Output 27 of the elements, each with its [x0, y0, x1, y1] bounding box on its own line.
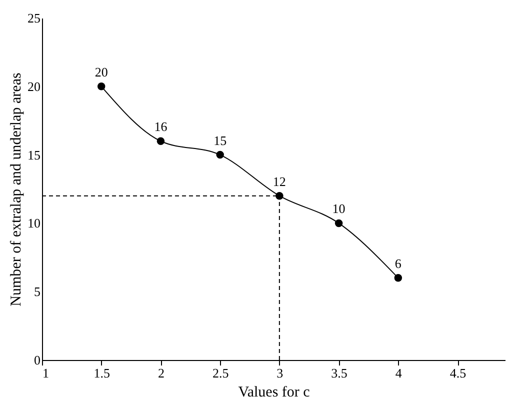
data-label: 15	[214, 132, 227, 148]
data-label: 6	[394, 256, 402, 271]
point	[334, 219, 343, 228]
x-tick-label: 1	[42, 366, 49, 380]
y-tick-label: 0	[34, 352, 40, 368]
x-tick-label: 4	[395, 366, 402, 380]
point	[97, 82, 106, 90]
x-axis-title: Values for c	[238, 384, 310, 400]
point	[156, 137, 165, 145]
x-tick-label: 1.5	[94, 366, 110, 380]
x-tick-label: 3.5	[331, 366, 348, 380]
x-tick-label: 2.5	[212, 366, 229, 380]
y-tick-label: 10	[28, 216, 40, 231]
x-tick-label: 3	[276, 366, 284, 380]
y-tick-label: 25	[28, 10, 40, 26]
data-label: 10	[332, 201, 346, 216]
y-tick-label: 20	[28, 78, 40, 94]
x-tick-label: 2	[158, 366, 164, 380]
data-label: 20	[94, 64, 108, 80]
y-tick-label: 5	[34, 284, 40, 300]
y-tick-label: 15	[28, 147, 40, 162]
point	[216, 150, 224, 159]
x-tick-label: 4.5	[450, 366, 466, 380]
data-label: 16	[154, 119, 168, 134]
data-label: 12	[272, 174, 286, 189]
y-axis-title: Number of extralap and underlap areas	[8, 72, 24, 306]
point	[394, 274, 402, 282]
